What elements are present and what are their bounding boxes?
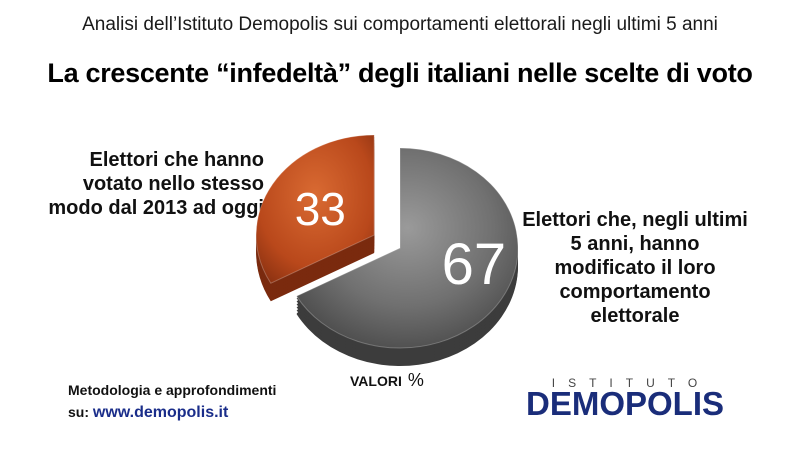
pie-slice-67 [295,147,519,349]
values-unit-label: VALORI% [350,370,424,391]
label-same-vote: Elettori che hanno votato nello stesso m… [48,149,264,219]
website-link[interactable]: www.demopolis.it [92,404,229,421]
label-changed-vote: Elettori che, negli ultimi 5 anni, hanno… [522,209,748,327]
valori-text: VALORI [350,373,402,389]
chart-title: La crescente “infedeltà” degli italiani … [47,58,753,88]
demopolis-logo: ISTITUTO DEMOPOLIS [505,376,745,422]
pie-slice-33 [255,134,375,284]
logo-istituto-text: ISTITUTO [551,376,711,390]
pie-value-label-33: 33 [295,183,346,235]
su-label: su: [68,404,89,420]
methodology-note: Metodologia e approfondimenti su: www.de… [68,379,276,424]
chart-subtitle: Analisi dell’Istituto Demopolis sui comp… [82,14,718,35]
pie-value-label-67: 67 [442,232,507,297]
logo-demopolis-text: DEMOPOLIS [525,385,725,422]
percent-sign: % [407,370,424,390]
methodology-line: Metodologia e approfondimenti [68,382,277,398]
